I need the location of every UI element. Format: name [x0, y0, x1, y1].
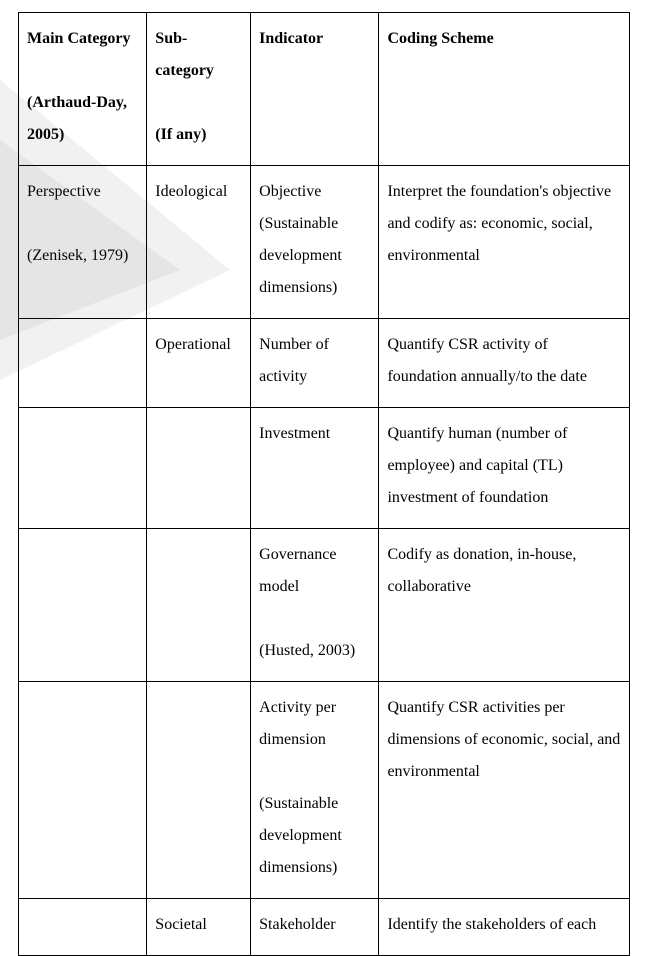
header-main-category: Main Category (Arthaud-Day, 2005) [19, 13, 147, 166]
cell-sub-category: Societal [147, 899, 251, 956]
cell-coding: Interpret the foundation's objective and… [379, 166, 630, 319]
cell-text: Stakeholder [259, 916, 335, 933]
coding-table: Main Category (Arthaud-Day, 2005) Sub-ca… [18, 12, 630, 956]
cell-sub-category [147, 408, 251, 529]
table-row: Investment Quantify human (number of emp… [19, 408, 630, 529]
cell-text: Societal [155, 916, 207, 933]
cell-sub-category: Operational [147, 319, 251, 408]
cell-coding: Codify as donation, in-house, collaborat… [379, 529, 630, 682]
cell-text: Objective (Sustainable development dimen… [259, 183, 342, 296]
cell-text: Perspective [27, 183, 101, 200]
cell-text: Quantify human (number of employee) and … [387, 425, 567, 506]
cell-text: Quantify CSR activity of foundation annu… [387, 336, 587, 385]
cell-text: Investment [259, 425, 330, 442]
cell-indicator: Activity per dimension (Sustainable deve… [251, 682, 379, 899]
header-text: Indicator [259, 30, 323, 47]
cell-main-category [19, 319, 147, 408]
table-row: Perspective (Zenisek, 1979) Ideological … [19, 166, 630, 319]
table-row: Operational Number of activity Quantify … [19, 319, 630, 408]
header-sub-category: Sub-category (If any) [147, 13, 251, 166]
cell-subtext: (Husted, 2003) [259, 642, 355, 659]
table-header-row: Main Category (Arthaud-Day, 2005) Sub-ca… [19, 13, 630, 166]
header-text: Sub-category [155, 30, 214, 79]
cell-text: Governance model [259, 546, 336, 595]
cell-main-category [19, 899, 147, 956]
table-row: Activity per dimension (Sustainable deve… [19, 682, 630, 899]
cell-text: Ideological [155, 183, 227, 200]
cell-text: Quantify CSR activities per dimensions o… [387, 699, 620, 780]
header-subtext: (If any) [155, 126, 206, 143]
table-row: Societal Stakeholder Identify the stakeh… [19, 899, 630, 956]
header-indicator: Indicator [251, 13, 379, 166]
header-text: Main Category [27, 30, 131, 47]
cell-sub-category [147, 682, 251, 899]
table-row: Governance model (Husted, 2003) Codify a… [19, 529, 630, 682]
cell-text: Operational [155, 336, 231, 353]
cell-subtext: (Sustainable development dimensions) [259, 795, 342, 876]
cell-coding: Quantify human (number of employee) and … [379, 408, 630, 529]
cell-indicator: Stakeholder [251, 899, 379, 956]
cell-text: Interpret the foundation's objective and… [387, 183, 611, 264]
cell-text: Activity per dimension [259, 699, 336, 748]
cell-indicator: Number of activity [251, 319, 379, 408]
cell-coding: Identify the stakeholders of each [379, 899, 630, 956]
header-text: Coding Scheme [387, 30, 493, 47]
cell-coding: Quantify CSR activities per dimensions o… [379, 682, 630, 899]
cell-sub-category: Ideological [147, 166, 251, 319]
cell-text: Codify as donation, in-house, collaborat… [387, 546, 576, 595]
cell-main-category: Perspective (Zenisek, 1979) [19, 166, 147, 319]
header-coding-scheme: Coding Scheme [379, 13, 630, 166]
cell-indicator: Objective (Sustainable development dimen… [251, 166, 379, 319]
cell-main-category [19, 529, 147, 682]
cell-subtext: (Zenisek, 1979) [27, 247, 128, 264]
header-subtext: (Arthaud-Day, 2005) [27, 94, 127, 143]
cell-text: Number of activity [259, 336, 329, 385]
cell-coding: Quantify CSR activity of foundation annu… [379, 319, 630, 408]
cell-indicator: Investment [251, 408, 379, 529]
cell-main-category [19, 682, 147, 899]
cell-sub-category [147, 529, 251, 682]
cell-text: Identify the stakeholders of each [387, 916, 596, 933]
cell-main-category [19, 408, 147, 529]
cell-indicator: Governance model (Husted, 2003) [251, 529, 379, 682]
